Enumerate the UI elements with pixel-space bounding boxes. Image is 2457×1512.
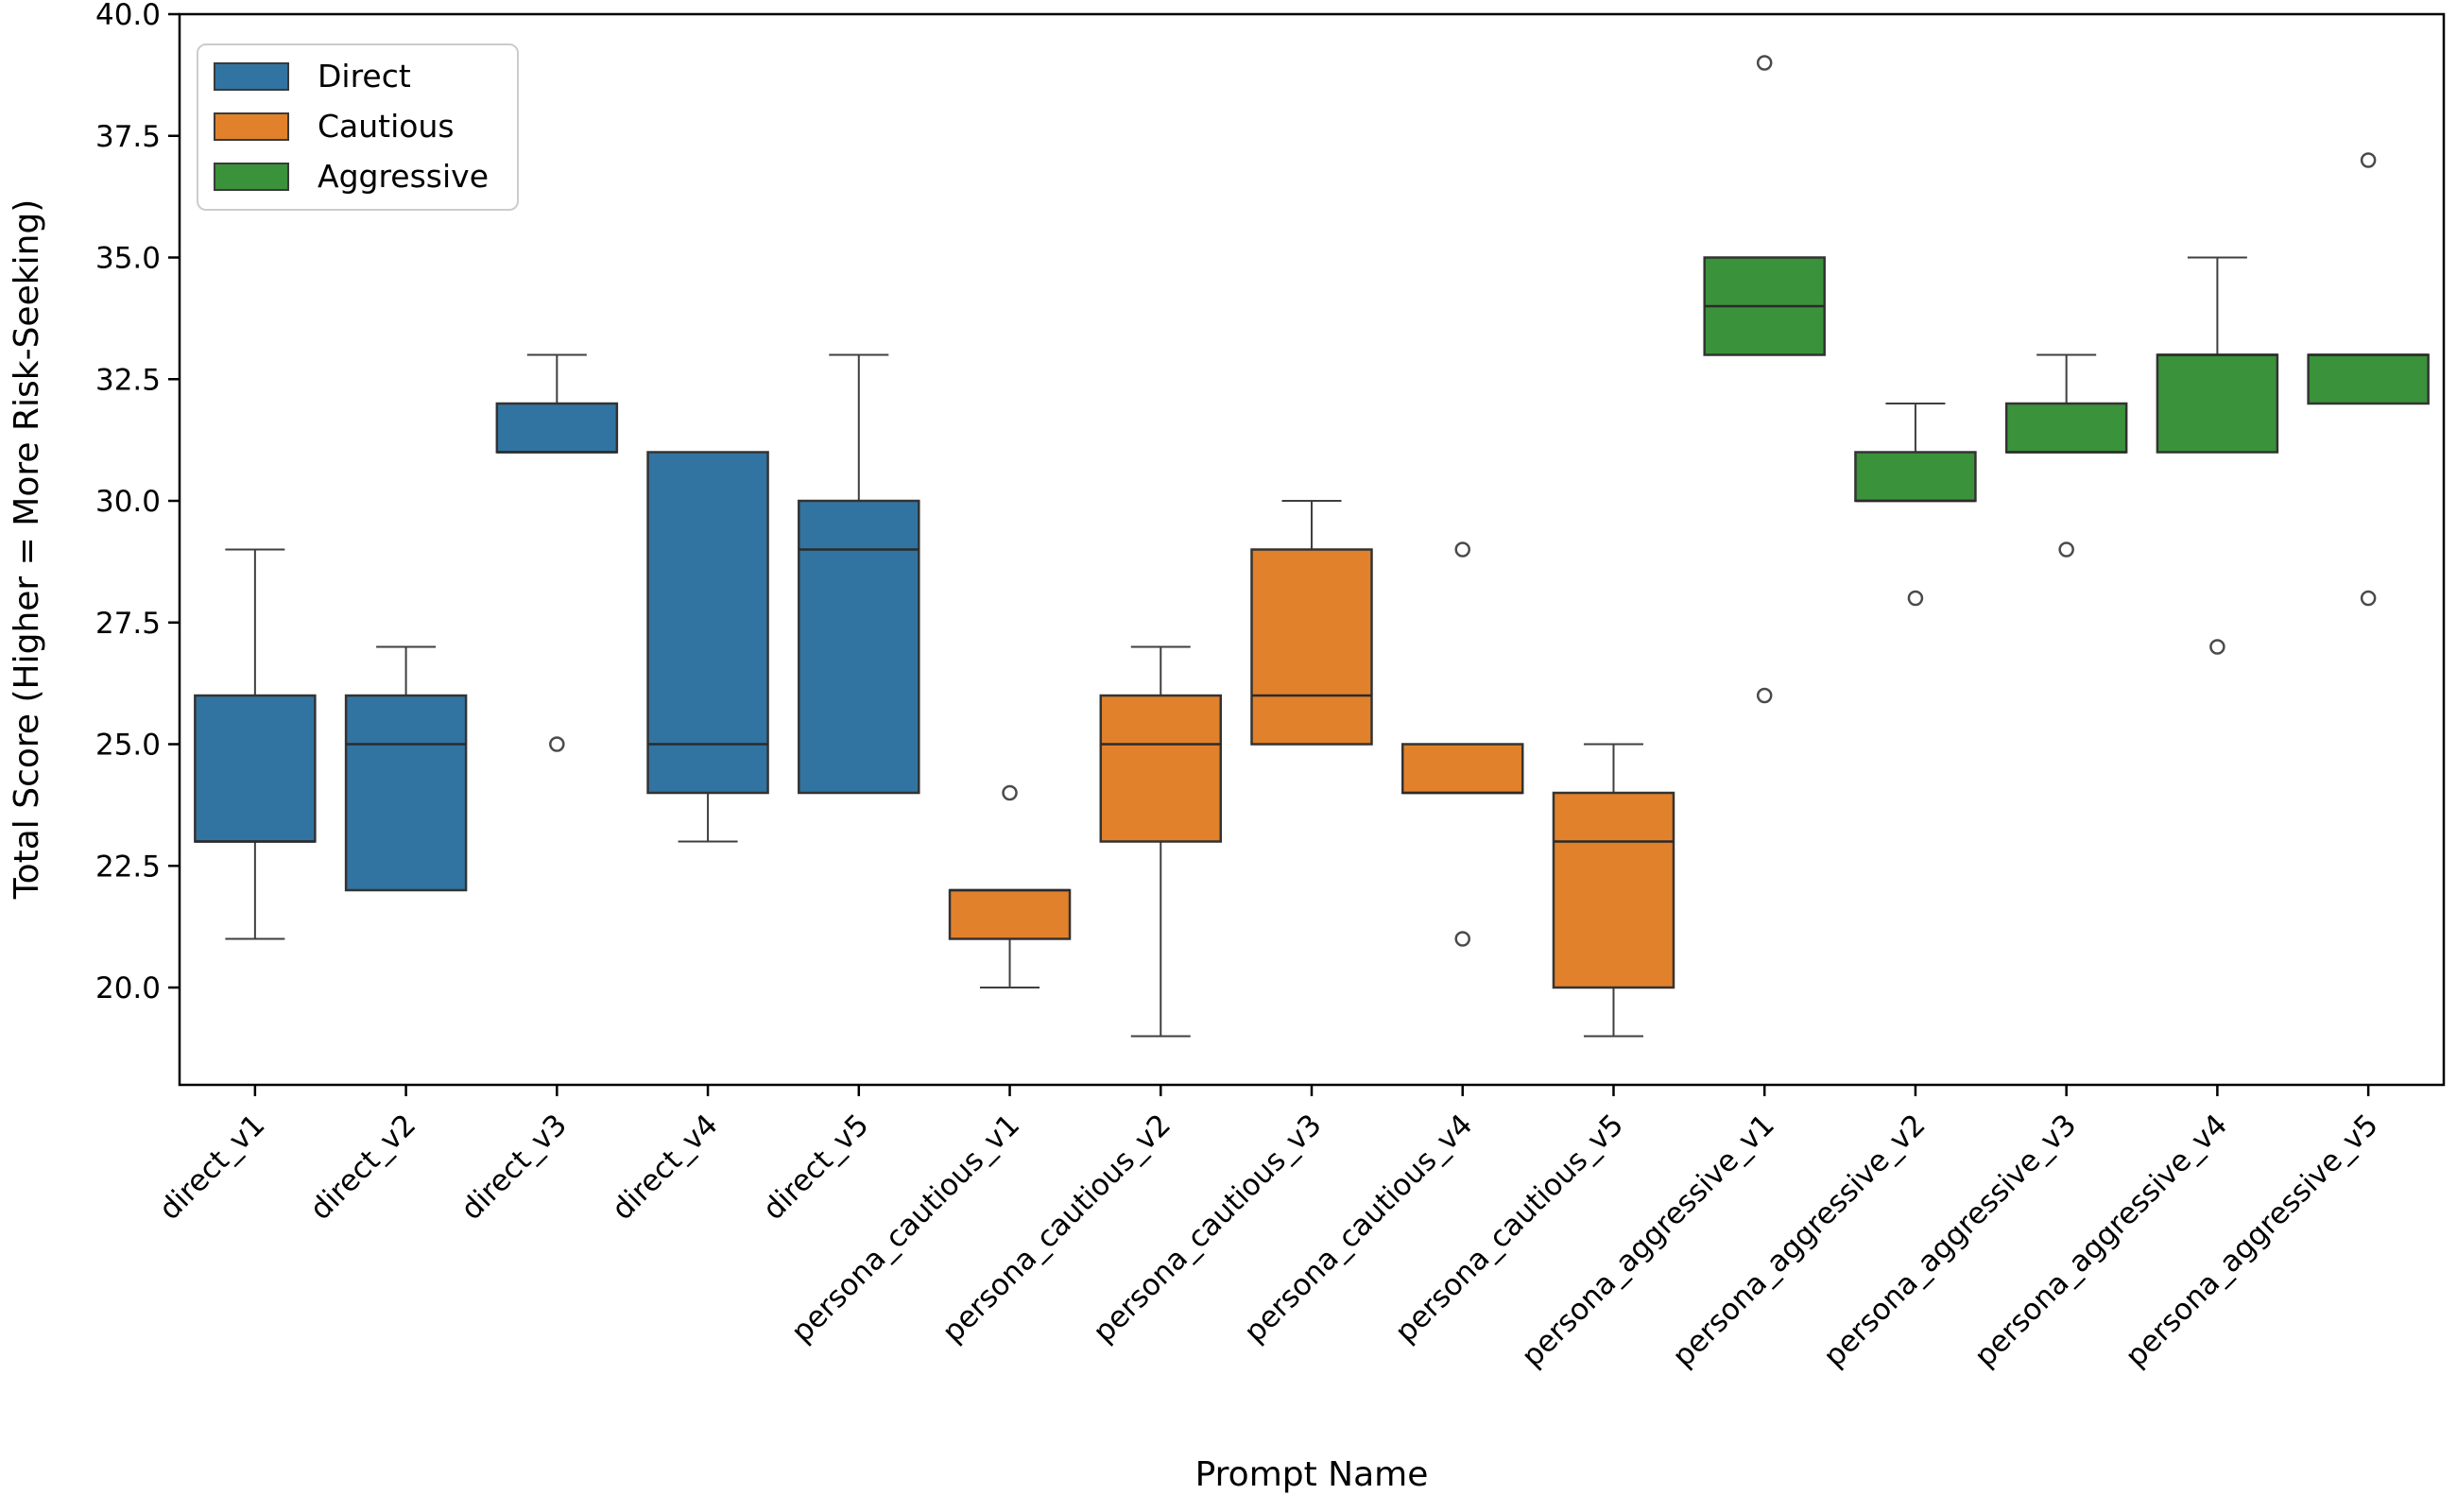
outlier-point: [1454, 541, 1470, 558]
outlier-point: [1454, 931, 1470, 947]
x-axis-ticks: direct_v1 direct_v2 direct_v3 direct_v4 dire…: [153, 1085, 2385, 1374]
legend-swatch-direct: [214, 61, 289, 91]
legend-swatch-aggressive: [214, 162, 289, 191]
box-rect: [344, 694, 468, 892]
x-tick-label: direct_v5: [756, 1108, 875, 1227]
y-tick-label: 27.5: [95, 607, 161, 641]
legend: Direct Cautious Aggressive: [197, 43, 520, 211]
box-rect: [194, 694, 317, 843]
legend-entry-cautious: Cautious: [214, 111, 489, 142]
box-direct_v2: [344, 645, 468, 892]
box-rect: [1099, 694, 1223, 843]
box-direct_v5: [798, 353, 920, 795]
y-tick-label: 35.0: [95, 242, 161, 276]
x-tick-label: persona_aggressive_v4: [1968, 1108, 2235, 1374]
y-axis-label: Total Score (Higher = More Risk-Seeking): [8, 199, 46, 901]
x-tick-label: direct_v2: [303, 1108, 422, 1227]
outlier-point: [1756, 55, 1773, 71]
box-persona_aggressive_v2: [1854, 403, 1977, 607]
y-tick-label: 22.5: [95, 850, 161, 884]
box-rect: [948, 888, 1072, 940]
outlier-point: [2209, 639, 2225, 655]
x-axis-label: Prompt Name: [1195, 1455, 1429, 1494]
legend-swatch-cautious: [214, 112, 289, 141]
legend-label-cautious: Cautious: [318, 108, 455, 145]
box-persona_cautious_v2: [1099, 645, 1223, 1038]
x-tick-label: direct_v3: [455, 1108, 574, 1227]
box-persona_cautious_v5: [1552, 743, 1675, 1038]
y-axis-ticks: 20.0 22.5 25.0 27.5 30.0 32.5 35.0 37.5 40.0: [95, 0, 180, 1005]
box-rect: [1250, 548, 1373, 746]
legend-label-aggressive: Aggressive: [318, 158, 490, 195]
legend-entry-aggressive: Aggressive: [214, 161, 489, 192]
box-persona_aggressive_v1: [1703, 55, 1826, 704]
box-persona_cautious_v1: [948, 784, 1072, 988]
x-tick-label: direct_v4: [606, 1108, 725, 1227]
box-rect: [495, 402, 619, 454]
box-rect: [2156, 353, 2279, 454]
y-tick-label: 37.5: [95, 120, 161, 154]
x-tick-label: direct_v1: [153, 1108, 272, 1227]
box-persona_cautious_v4: [1400, 541, 1524, 947]
box-rect: [1400, 743, 1524, 795]
x-tick-label: persona_aggressive_v3: [1817, 1108, 2084, 1374]
y-tick-label: 25.0: [95, 729, 161, 763]
box-persona_cautious_v3: [1250, 500, 1373, 746]
box-direct_v3: [495, 353, 619, 752]
box-persona_aggressive_v5: [2307, 152, 2430, 607]
outlier-point: [1002, 784, 1018, 801]
box-persona_aggressive_v3: [2004, 353, 2128, 558]
outlier-point: [2360, 590, 2377, 607]
box-rect: [2307, 353, 2430, 405]
x-tick-label: persona_aggressive_v5: [2119, 1108, 2385, 1374]
box-direct_v1: [194, 548, 317, 940]
outlier-point: [2058, 541, 2074, 558]
outlier-point: [549, 736, 565, 752]
outlier-point: [1907, 590, 1924, 607]
legend-label-direct: Direct: [318, 58, 411, 94]
legend-entry-direct: Direct: [214, 60, 489, 92]
box-direct_v4: [646, 451, 769, 843]
outlier-point: [1756, 687, 1773, 704]
y-tick-label: 40.0: [95, 0, 161, 32]
outlier-point: [2360, 152, 2377, 168]
box-persona_aggressive_v4: [2156, 256, 2279, 655]
box-rect: [1854, 451, 1977, 503]
box-rect: [2004, 402, 2128, 454]
x-tick-label: persona_aggressive_v1: [1515, 1108, 1781, 1374]
y-tick-label: 32.5: [95, 363, 161, 397]
y-tick-label: 30.0: [95, 485, 161, 519]
box-series: [194, 55, 2430, 1038]
box-rect: [646, 451, 769, 795]
y-tick-label: 20.0: [95, 971, 161, 1005]
box-rect: [798, 499, 920, 795]
x-tick-label: persona_aggressive_v2: [1666, 1108, 1933, 1374]
box-rect: [1552, 791, 1675, 989]
